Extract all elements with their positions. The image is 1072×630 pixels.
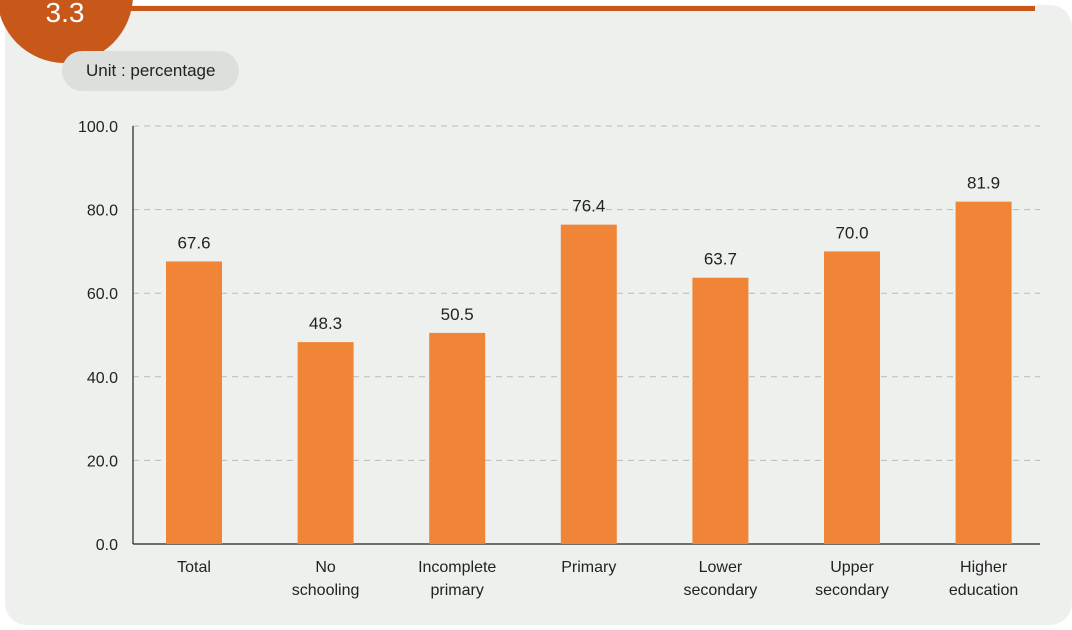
x-category-label: Total: [177, 559, 211, 576]
bar-value-label: 76.4: [572, 197, 605, 216]
bar-value-label: 81.9: [967, 174, 1000, 193]
bar: [297, 342, 354, 544]
bar: [955, 201, 1012, 544]
bar: [166, 261, 222, 544]
x-category-label: Upper: [830, 559, 874, 576]
x-category-label: Primary: [561, 559, 616, 576]
x-category-label: schooling: [292, 582, 360, 599]
bar-value-label: 67.6: [177, 233, 210, 252]
y-tick-label: 80.0: [87, 203, 118, 220]
y-tick-label: 20.0: [87, 453, 118, 470]
y-tick-label: 60.0: [87, 286, 118, 303]
bar-value-label: 48.3: [309, 314, 342, 333]
x-category-label: Incomplete: [418, 559, 496, 576]
bar-value-label: 70.0: [835, 223, 868, 242]
unit-label: Unit : percentage: [62, 51, 240, 91]
bar-value-label: 63.7: [704, 250, 737, 269]
x-category-label: secondary: [815, 582, 889, 599]
bar-value-label: 50.5: [441, 305, 474, 324]
bar: [429, 332, 486, 544]
x-category-label: education: [949, 582, 1018, 599]
y-tick-label: 40.0: [87, 370, 118, 387]
header-rule: [95, 6, 1035, 11]
x-category-label: No: [315, 559, 336, 576]
bar: [560, 224, 617, 544]
x-category-label: Lower: [699, 559, 743, 576]
y-tick-label: 0.0: [96, 537, 118, 554]
x-category-label: secondary: [683, 582, 757, 599]
bar: [824, 251, 880, 544]
x-category-label: primary: [431, 582, 484, 599]
y-tick-label: 100.0: [78, 119, 118, 136]
bar: [692, 277, 749, 544]
x-category-label: Higher: [960, 559, 1008, 576]
